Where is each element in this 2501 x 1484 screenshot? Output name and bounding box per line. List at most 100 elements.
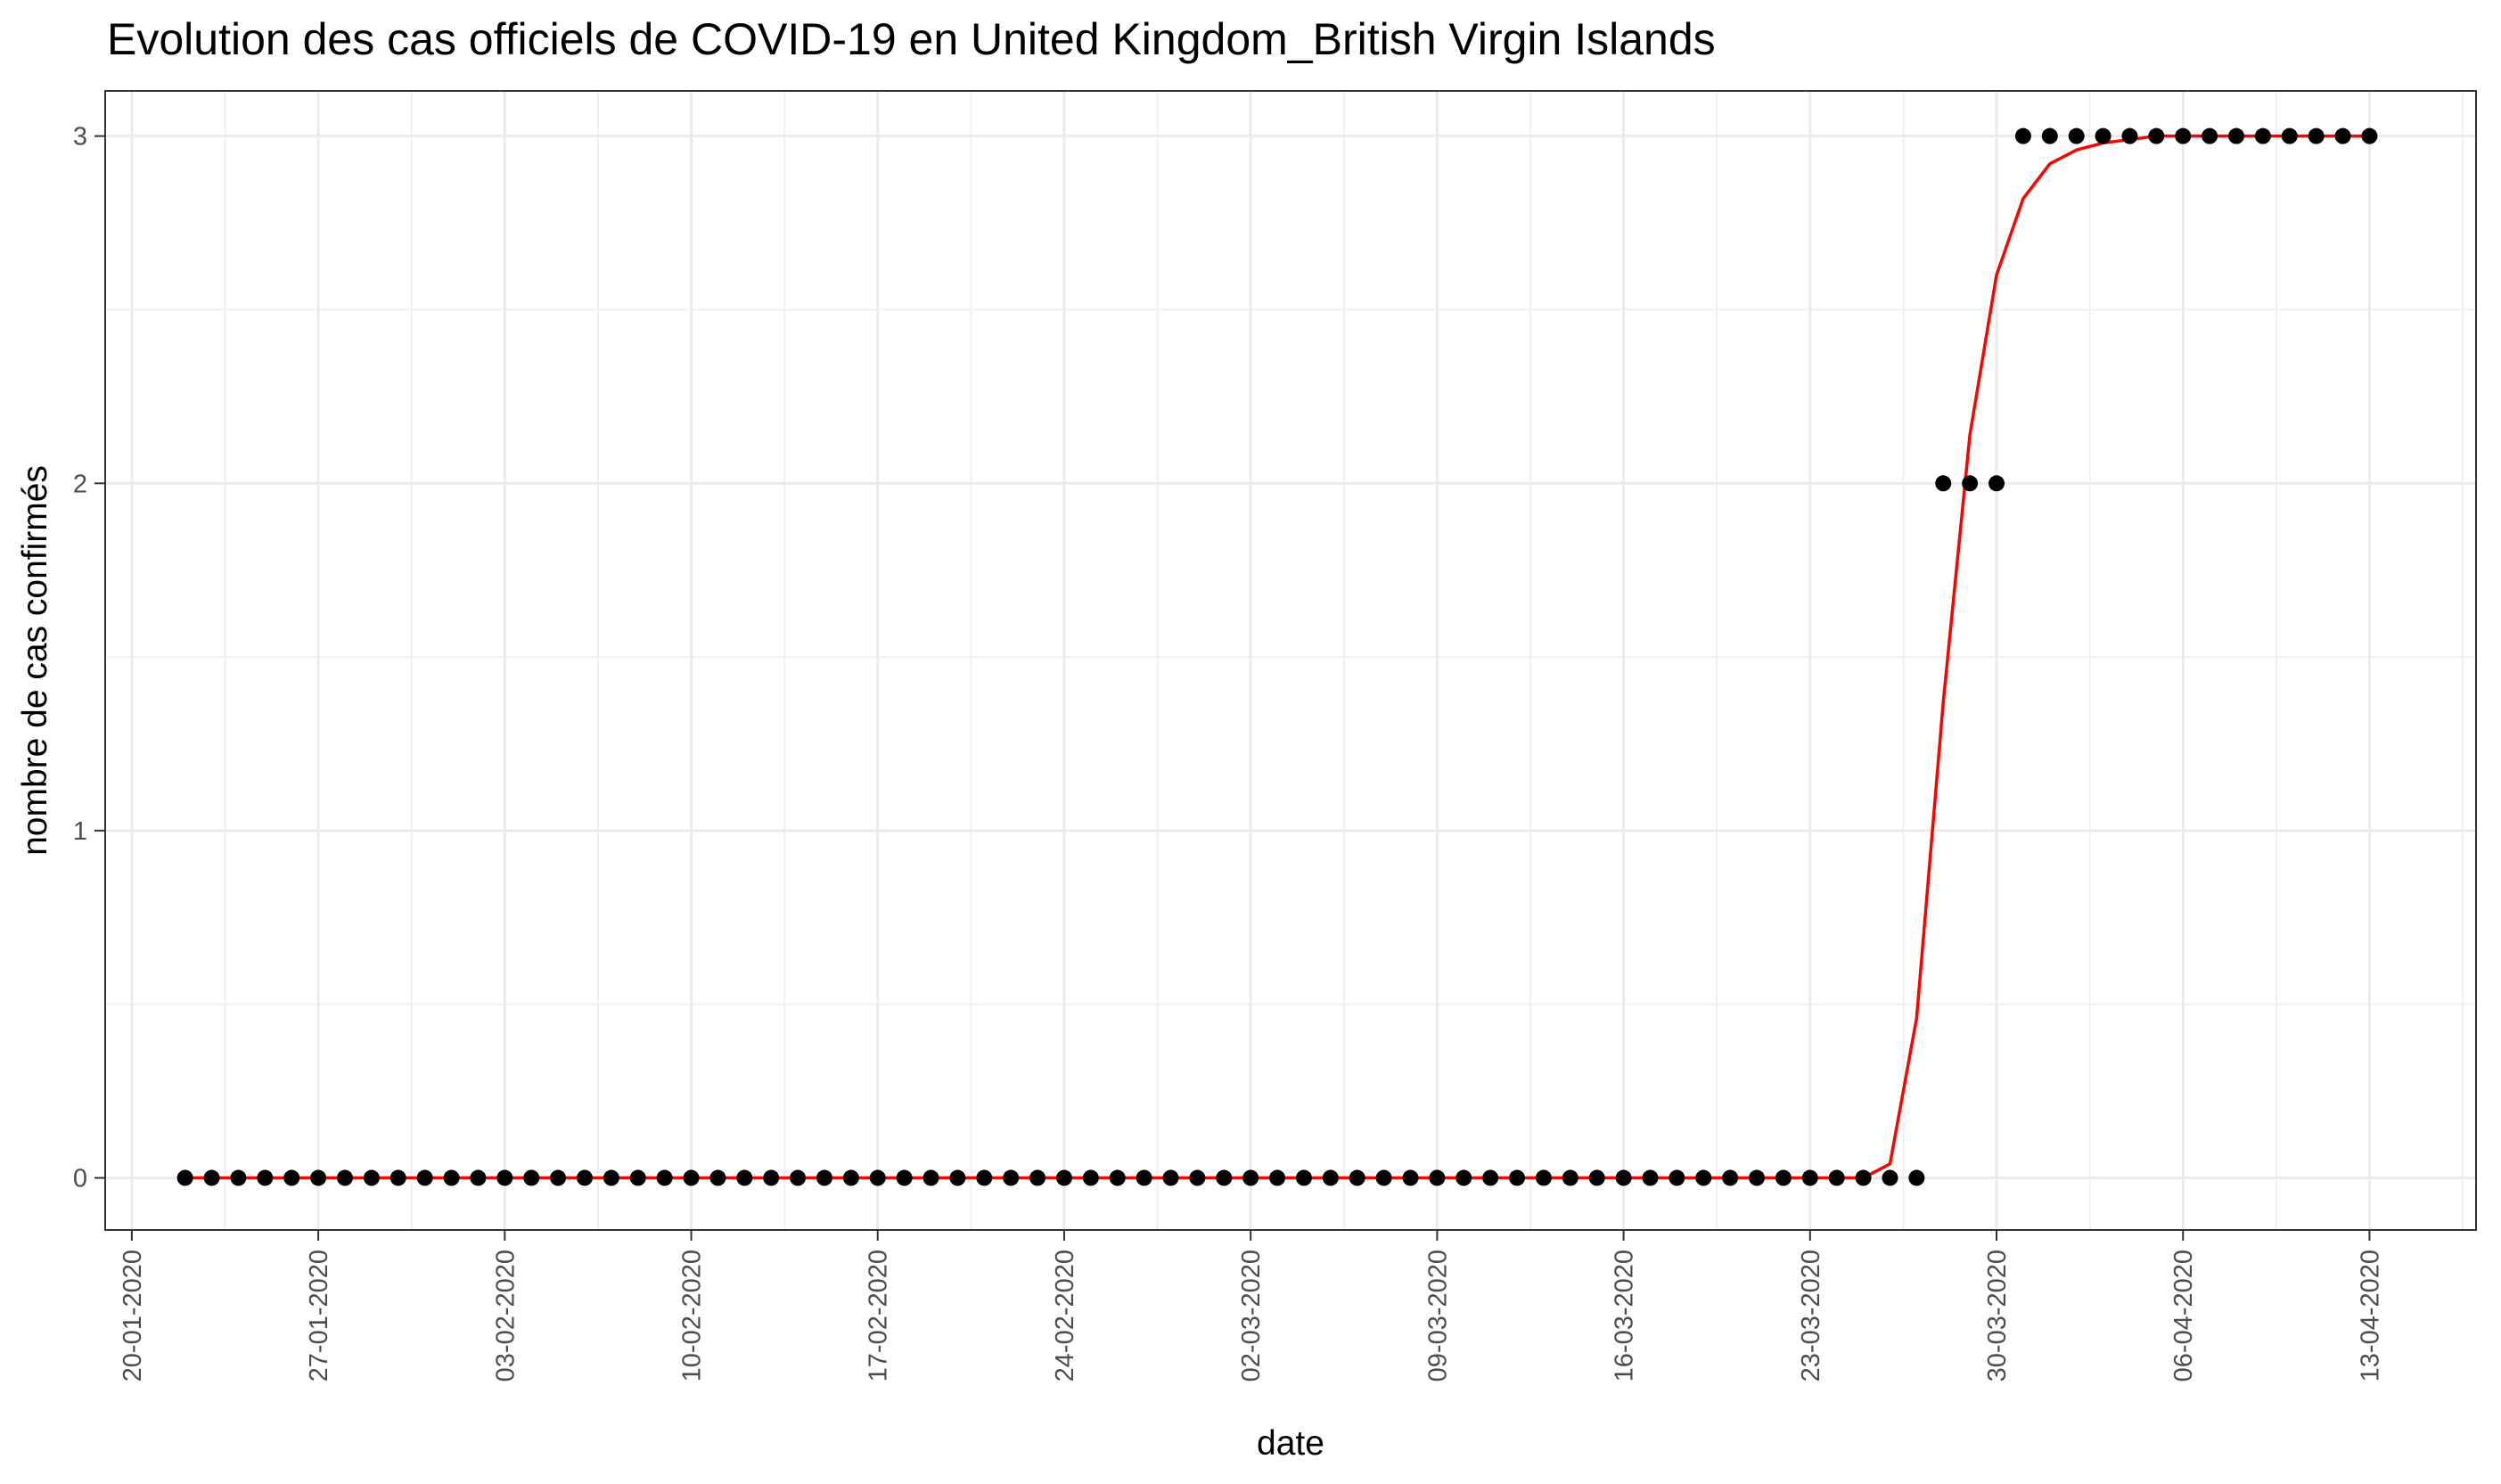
data-point <box>2254 127 2271 144</box>
data-point <box>1375 1169 1392 1186</box>
data-point <box>1722 1169 1739 1186</box>
data-point <box>310 1169 327 1186</box>
data-point <box>949 1169 966 1186</box>
data-point <box>1669 1169 1685 1186</box>
data-point <box>2281 127 2298 144</box>
y-tick-label: 2 <box>73 470 87 498</box>
data-point <box>603 1169 619 1186</box>
data-point <box>1615 1169 1632 1186</box>
data-point <box>763 1169 780 1186</box>
x-tick-label: 27-01-2020 <box>305 1250 333 1382</box>
y-tick-label: 1 <box>73 817 87 846</box>
data-point <box>1642 1169 1659 1186</box>
data-point <box>336 1169 353 1186</box>
data-point <box>1535 1169 1552 1186</box>
x-tick-label: 24-02-2020 <box>1051 1250 1079 1382</box>
x-tick-label: 09-03-2020 <box>1423 1250 1452 1382</box>
x-tick-label: 23-03-2020 <box>1797 1250 1825 1382</box>
data-point <box>1055 1169 1072 1186</box>
data-point <box>203 1169 220 1186</box>
data-point <box>1349 1169 1365 1186</box>
data-point <box>736 1169 753 1186</box>
x-tick-label: 17-02-2020 <box>865 1250 893 1382</box>
data-point <box>2228 127 2245 144</box>
data-point <box>1562 1169 1578 1186</box>
y-tick-label: 0 <box>73 1165 87 1193</box>
data-point <box>1136 1169 1152 1186</box>
data-point <box>816 1169 832 1186</box>
data-point <box>2361 127 2378 144</box>
data-point <box>363 1169 380 1186</box>
data-point <box>550 1169 567 1186</box>
data-point <box>176 1169 193 1186</box>
data-point <box>1269 1169 1286 1186</box>
x-tick-label: 13-04-2020 <box>2356 1250 2384 1382</box>
data-point <box>1429 1169 1446 1186</box>
data-point <box>1456 1169 1472 1186</box>
y-axis-title: nombre de cas confirmés <box>16 465 54 856</box>
data-point <box>1295 1169 1312 1186</box>
data-point <box>2095 127 2112 144</box>
data-point <box>1109 1169 1126 1186</box>
data-point <box>656 1169 673 1186</box>
data-point <box>1775 1169 1792 1186</box>
data-point <box>443 1169 460 1186</box>
data-point <box>896 1169 913 1186</box>
data-point <box>2202 127 2218 144</box>
data-point <box>2041 127 2058 144</box>
data-point <box>470 1169 487 1186</box>
data-point <box>922 1169 939 1186</box>
x-tick-label: 10-02-2020 <box>678 1250 707 1382</box>
data-point <box>709 1169 726 1186</box>
data-point <box>1988 475 2005 492</box>
data-point <box>1962 475 1979 492</box>
data-point <box>1402 1169 1419 1186</box>
data-point <box>1029 1169 1046 1186</box>
x-tick-label: 03-02-2020 <box>491 1250 520 1382</box>
data-point <box>1082 1169 1099 1186</box>
data-point <box>496 1169 513 1186</box>
data-point <box>2121 127 2138 144</box>
x-axis-title: date <box>1257 1424 1324 1463</box>
data-point <box>629 1169 646 1186</box>
data-point <box>1162 1169 1179 1186</box>
data-point <box>1509 1169 1526 1186</box>
plot-panel-border <box>104 90 2477 1231</box>
y-tick-label: 3 <box>73 123 87 152</box>
data-point <box>2334 127 2351 144</box>
data-point <box>416 1169 433 1186</box>
axes: 20-01-2020 27-01-2020 03-02-2020 10-02-2020… <box>73 123 2385 1382</box>
data-point <box>2068 127 2085 144</box>
x-tick-label: 20-01-2020 <box>119 1250 147 1382</box>
data-point <box>283 1169 300 1186</box>
data-point <box>1801 1169 1818 1186</box>
data-point <box>1908 1169 1925 1186</box>
x-tick-label: 06-04-2020 <box>2169 1250 2198 1382</box>
data-point <box>1749 1169 1766 1186</box>
data-point <box>1828 1169 1845 1186</box>
data-point <box>2014 127 2031 144</box>
data-point <box>1588 1169 1605 1186</box>
chart-title: Evolution des cas officiels de COVID-19 … <box>107 14 1716 64</box>
data-point <box>2148 127 2165 144</box>
data-point <box>230 1169 247 1186</box>
data-point <box>842 1169 859 1186</box>
data-point <box>1935 475 1952 492</box>
data-point <box>523 1169 540 1186</box>
data-point <box>1882 1169 1898 1186</box>
data-point <box>1189 1169 1206 1186</box>
data-point <box>1695 1169 1712 1186</box>
data-point <box>683 1169 700 1186</box>
data-point <box>869 1169 886 1186</box>
data-point <box>1003 1169 1020 1186</box>
data-point <box>2175 127 2192 144</box>
data-point <box>790 1169 807 1186</box>
data-point <box>1855 1169 1872 1186</box>
data-point <box>1242 1169 1259 1186</box>
grid <box>105 91 2476 1230</box>
data-point <box>390 1169 406 1186</box>
data-point <box>1216 1169 1233 1186</box>
data-point <box>2308 127 2325 144</box>
x-tick-label: 02-03-2020 <box>1237 1250 1266 1382</box>
